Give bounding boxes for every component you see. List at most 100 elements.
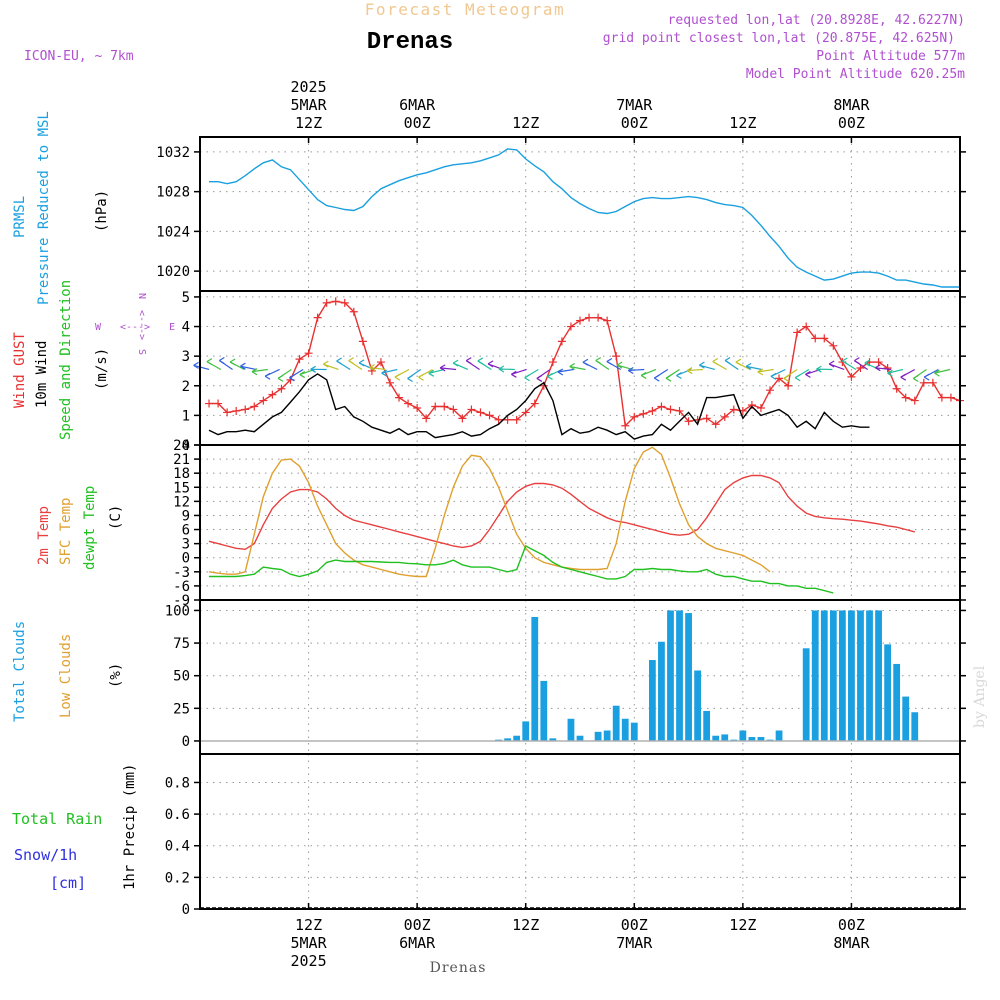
cloud-bar [811, 610, 819, 741]
wind-arrowhead [582, 358, 589, 366]
grid-point-coords: grid point closest lon,lat (20.875E, 42.… [603, 31, 955, 46]
y-tick-label: 0 [182, 734, 190, 750]
wind-arrowhead [511, 370, 517, 378]
gust-marker [313, 313, 322, 322]
model-altitude: Model Point Altitude 620.25m [746, 67, 965, 82]
time-label-top: 00Z [404, 114, 431, 132]
cloud-bar [829, 610, 837, 741]
label-low-clouds: Low Clouds [58, 634, 74, 718]
gust-marker [530, 399, 539, 408]
gust-marker [322, 298, 331, 307]
series-prmsl [209, 148, 960, 288]
cloud-bar [848, 610, 855, 741]
cloud-bar [857, 610, 864, 741]
compass-w: W [95, 322, 102, 333]
gust-marker [784, 381, 793, 390]
wind-arrowhead [745, 362, 752, 370]
gust-marker [521, 408, 530, 417]
cloud-bar [884, 644, 892, 741]
y-tick-label: 1028 [156, 185, 190, 201]
y-tick-label: 25 [173, 701, 190, 717]
time-label-bottom: 5MAR [291, 934, 328, 952]
y-tick-label: 0.2 [165, 870, 190, 886]
label-prmsl: PRMSL [12, 196, 28, 238]
gust-marker [395, 393, 404, 402]
wind-arrowhead [418, 373, 424, 381]
time-label-bottom: 7MAR [616, 934, 653, 952]
gust-marker [259, 396, 268, 405]
y-tick-label: 0 [182, 902, 190, 918]
label-ms: (m/s) [94, 348, 110, 390]
panel-pressure: 1020 1024 1028 1032 [156, 136, 966, 292]
time-label-bottom: 00Z [838, 916, 865, 934]
wind-arrow [428, 368, 445, 374]
label-wind-gust: Wind GUST [12, 332, 28, 408]
wind-arrowhead [251, 368, 258, 376]
gust-marker [820, 334, 829, 343]
wind-arrowhead [828, 360, 835, 368]
wind-arrowhead [299, 371, 306, 379]
gust-marker [467, 405, 476, 414]
cloud-bar [838, 610, 846, 741]
gust-marker [802, 322, 811, 331]
y-tick-label: 50 [173, 669, 190, 685]
wind-arrowhead [686, 367, 693, 375]
label-percent: (%) [108, 663, 124, 688]
wind-arrowhead [864, 359, 871, 367]
y-tick-label: 15 [173, 480, 190, 496]
wind-arrow [757, 368, 774, 373]
wind-arrow [746, 365, 762, 371]
cloud-bar [875, 610, 882, 741]
wind-arrowhead [264, 372, 271, 380]
y-tick-label: 75 [173, 636, 190, 652]
wind-arrowhead [193, 361, 199, 369]
cloud-bar [703, 710, 711, 741]
wind-arrow [511, 368, 527, 375]
wind-arrowhead [842, 357, 848, 365]
gust-marker [277, 384, 286, 393]
y-tick-label: -6 [173, 579, 190, 595]
wind-arrowhead [219, 356, 225, 364]
time-label-top: 00Z [838, 114, 865, 132]
cloud-bar [866, 610, 873, 741]
label-sfc-temp: SFC Temp [58, 498, 74, 565]
wind-arrowhead [289, 374, 295, 382]
gust-marker [376, 358, 385, 367]
wind-arrowhead [569, 362, 576, 370]
label-total-rain: Total Rain [12, 810, 102, 828]
wind-arrowhead [640, 371, 647, 379]
gust-marker [485, 411, 494, 420]
time-label-bottom: 00Z [404, 916, 431, 934]
y-tick-label: 1032 [156, 145, 190, 161]
cloud-bar [775, 730, 783, 741]
label-total-clouds: Total Clouds [12, 621, 28, 722]
time-label-bottom: 12Z [295, 916, 322, 934]
wind-arrowhead [887, 369, 893, 377]
wind-arrowhead [369, 364, 375, 372]
gust-marker [476, 408, 485, 417]
gust-marker [512, 415, 521, 424]
gust-marker [946, 393, 955, 402]
wind-arrowhead [323, 360, 329, 368]
gust-marker [503, 415, 512, 424]
time-label-bottom: 6MAR [399, 934, 436, 952]
wind-arrowhead [487, 360, 494, 368]
gust-marker [711, 420, 720, 429]
wind-arrowhead [913, 375, 919, 383]
wind-arrowhead [934, 369, 940, 377]
time-label-top: 12Z [512, 114, 539, 132]
wind-arrowhead [348, 357, 354, 365]
wind-arrow [251, 368, 268, 373]
wind-arrow [699, 364, 715, 371]
time-label-top: 12Z [729, 114, 756, 132]
gust-marker [811, 334, 820, 343]
wind-arrowhead [465, 357, 472, 365]
time-label-bottom: 12Z [512, 916, 539, 934]
cloud-bar [540, 680, 548, 741]
wind-arrow [934, 368, 951, 374]
y-tick-label: 4 [182, 320, 190, 336]
wind-arrowhead [206, 358, 213, 366]
gust-marker [829, 341, 838, 350]
cloud-bar [594, 731, 602, 741]
gust-marker [331, 297, 340, 306]
